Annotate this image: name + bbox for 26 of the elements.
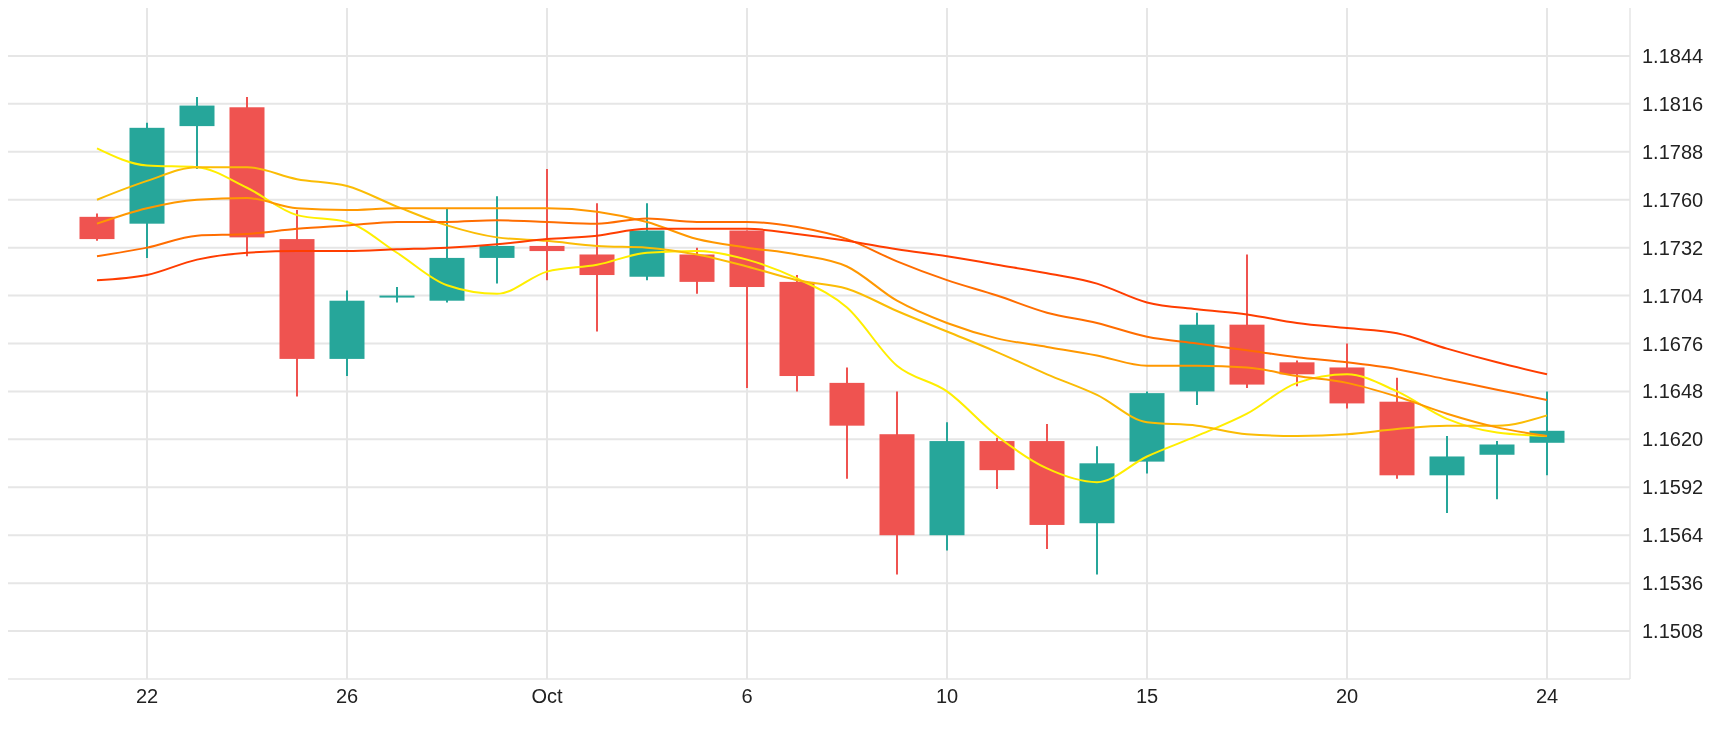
y-tick-label: 1.1508: [1642, 620, 1704, 643]
candlestick: [479, 195, 515, 285]
x-tick-label: 26: [335, 685, 359, 707]
y-tick-label: 1.1536: [1642, 572, 1704, 595]
x-tick-label: 15: [1135, 685, 1159, 707]
x-tick-label: 24: [1535, 685, 1559, 707]
x-tick-label: 10: [935, 685, 959, 707]
candlestick: [1479, 440, 1515, 501]
y-tick-label: 1.1648: [1642, 380, 1704, 403]
y-tick-label: 1.1592: [1642, 476, 1704, 499]
candlestick: [529, 167, 565, 282]
y-tick-label: 1.1844: [1642, 44, 1704, 67]
y-tick-label: 1.1816: [1642, 92, 1704, 115]
y-tick-label: 1.1760: [1642, 188, 1704, 211]
y-tick-label: 1.1704: [1642, 284, 1704, 307]
x-tick-label: Oct: [531, 685, 563, 707]
y-tick-label: 1.1788: [1642, 140, 1704, 163]
line-series: [96, 227, 1548, 376]
x-tick-label: 6: [741, 685, 753, 707]
line-series: [96, 217, 1548, 401]
x-tick-label: 20: [1335, 685, 1359, 707]
y-tick-label: 1.1732: [1642, 236, 1704, 259]
y-tick-label: 1.1620: [1642, 428, 1704, 451]
y-tick-label: 1.1564: [1642, 524, 1704, 547]
y-tick-label: 1.1676: [1642, 332, 1704, 355]
x-tick-label: 22: [135, 685, 159, 707]
